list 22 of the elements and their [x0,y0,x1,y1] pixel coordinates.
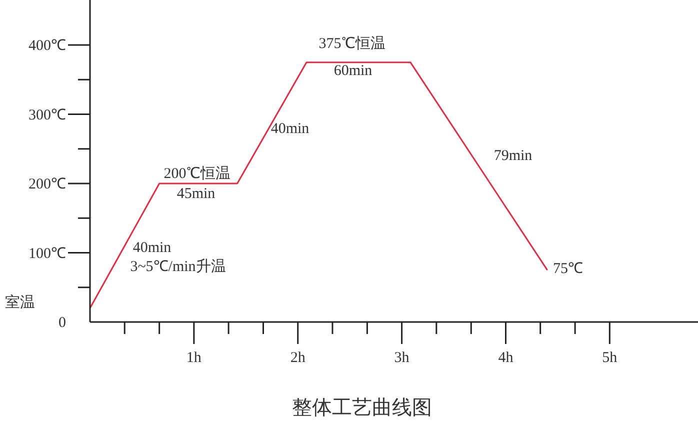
y-tick-label: 400℃ [28,38,66,54]
annotation: 200℃恒温 [164,165,230,182]
annotation: 75℃ [553,261,583,277]
x-tick-label: 1h [186,350,202,366]
annotation: 3~5℃/min升温 [130,258,226,275]
annotation: 40min [132,240,172,256]
annotation: 375℃恒温 [318,35,386,52]
y-tick-label: 100℃ [28,246,66,262]
y-tick-label: 200℃ [28,176,66,193]
x-tick-label: 2h [290,350,306,366]
x-tick-label: 4h [498,350,514,366]
text: 整体工艺曲线图 [291,396,433,421]
x-tick-label: 5h [602,350,618,366]
y-tick-label: 0 [58,315,66,331]
annotation: 79min [494,148,533,164]
text: 室温 [5,294,35,311]
annotation: 60min [334,63,373,79]
line-series [90,62,548,309]
y-tick-label: 300℃ [28,107,66,124]
x-tick-label: 3h [394,350,410,366]
annotation: 45min [176,186,216,202]
annotation: 40min [270,121,310,137]
